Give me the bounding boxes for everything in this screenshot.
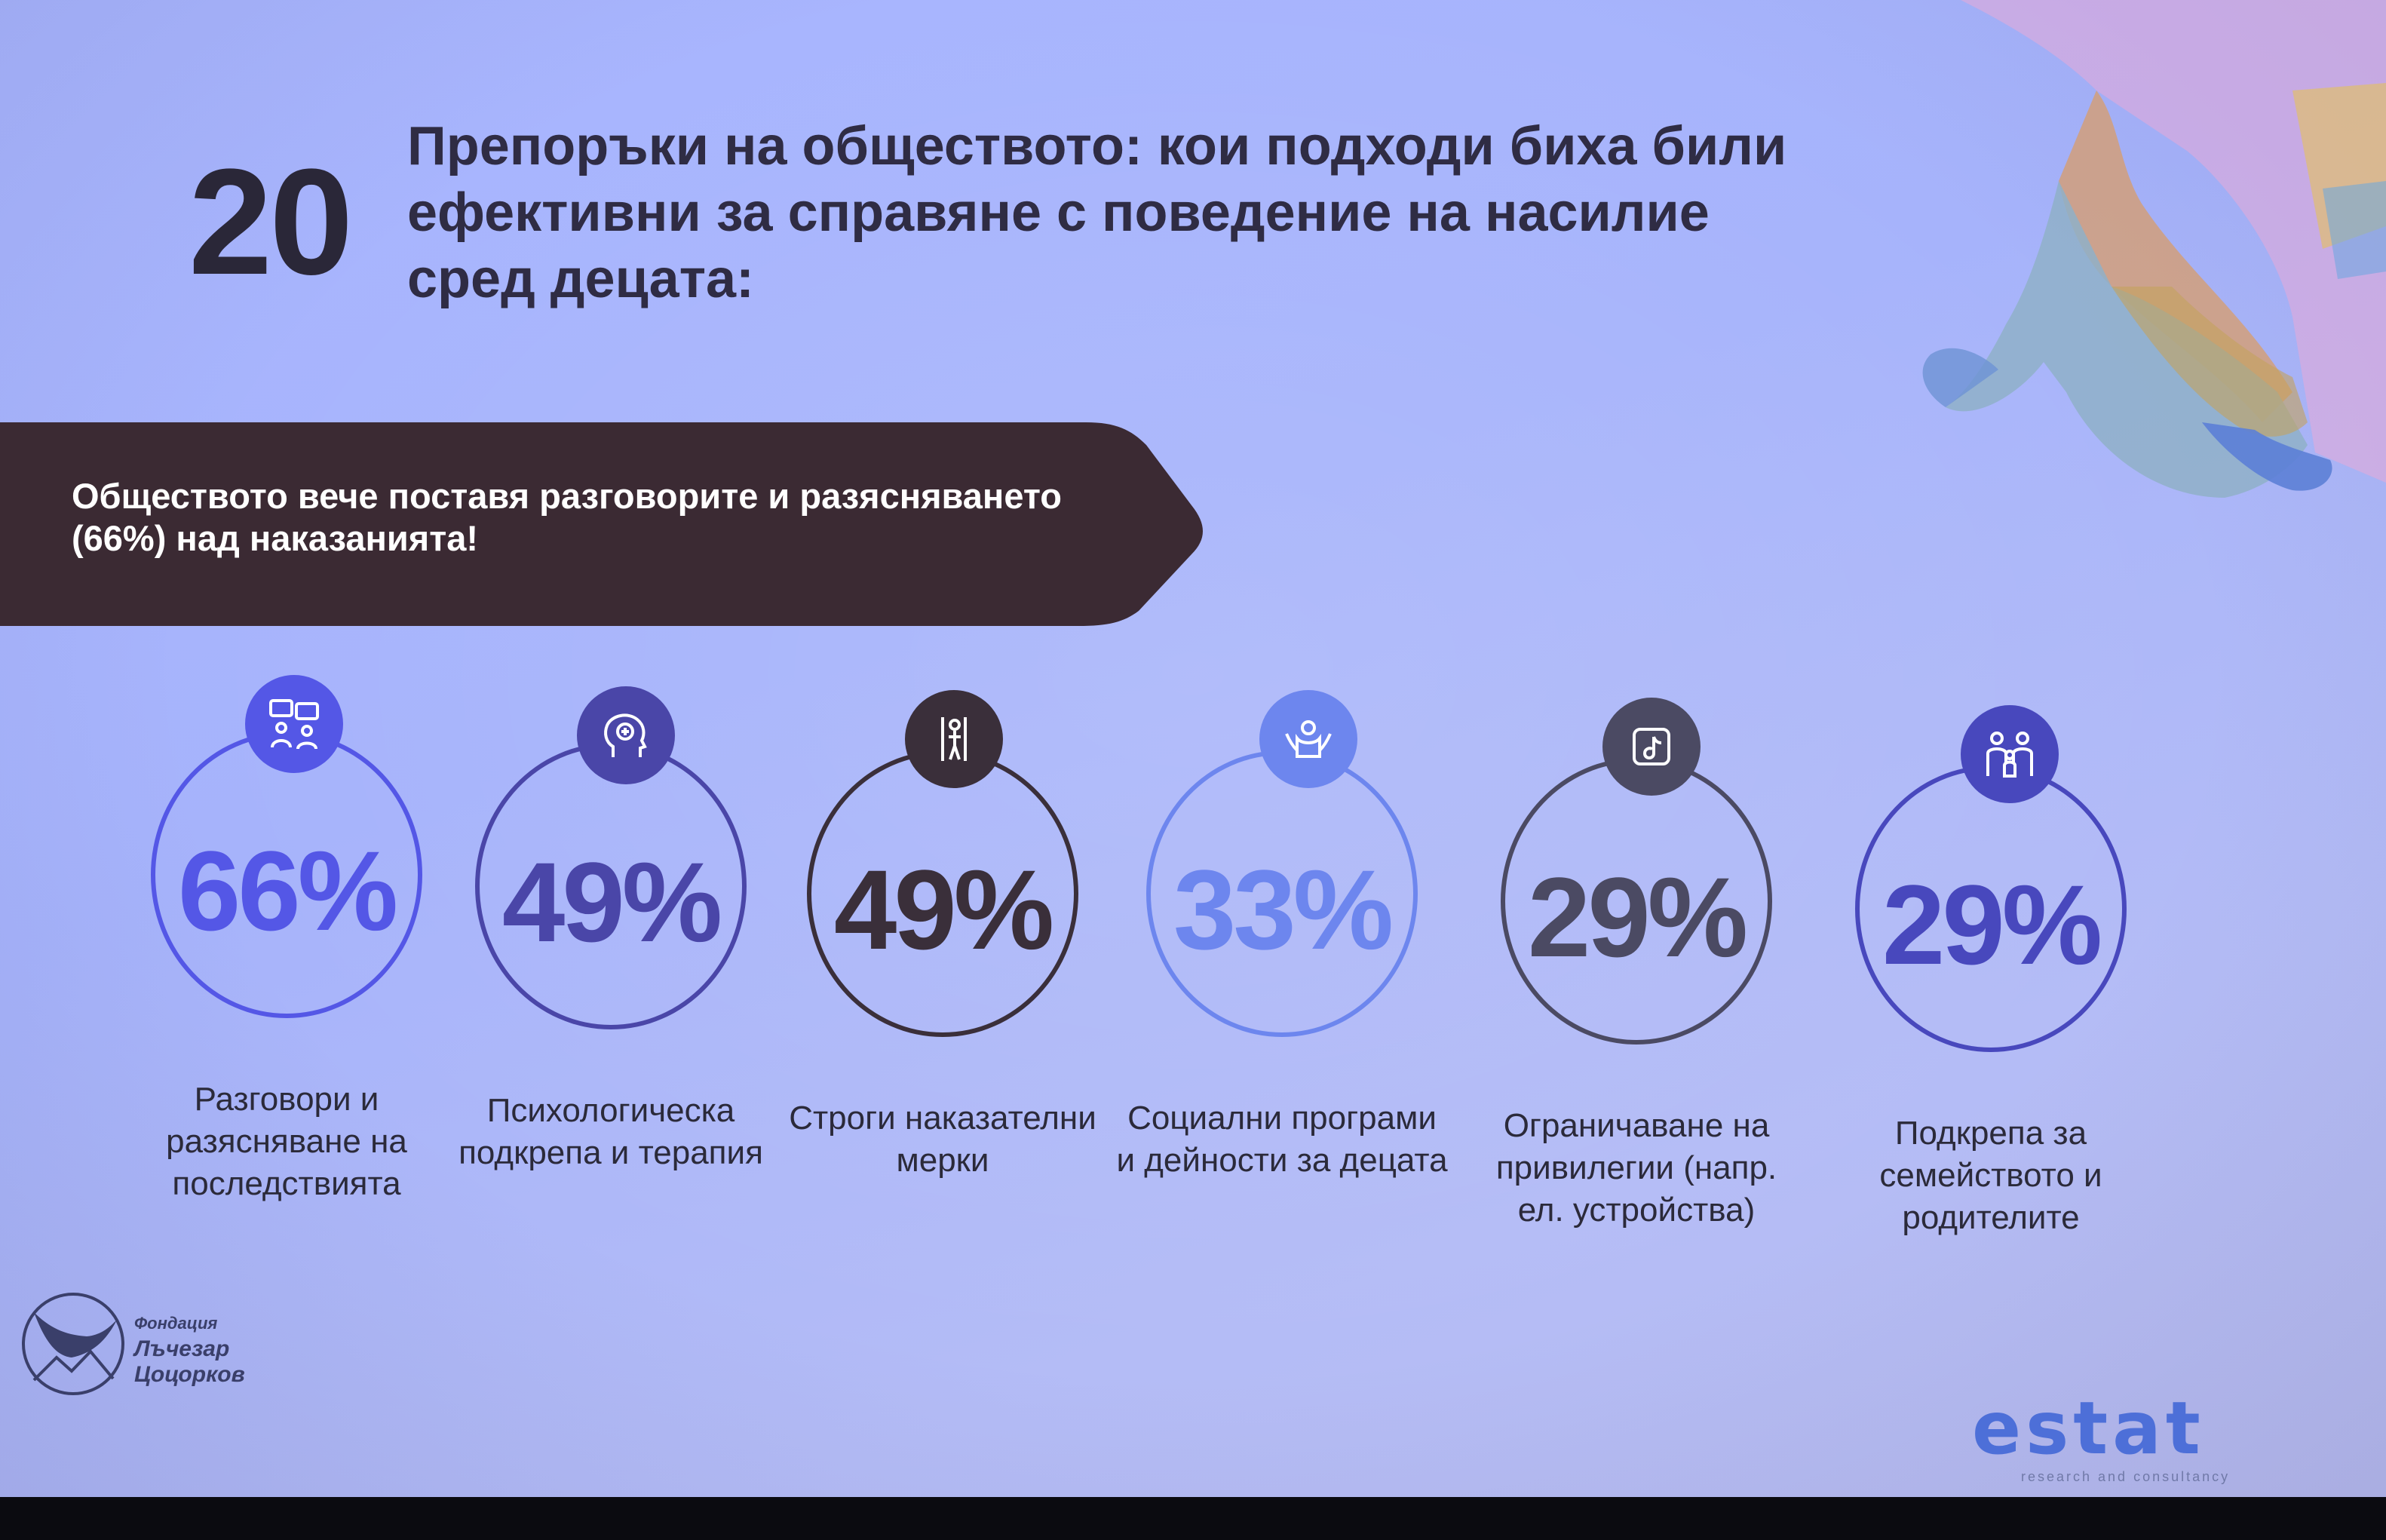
- slide-number: 20: [189, 138, 353, 306]
- foundation-line1: Фондация: [134, 1314, 218, 1333]
- stat-value: 66%: [177, 827, 398, 954]
- psychology-head-icon: [577, 686, 675, 784]
- stat-value: 49%: [833, 846, 1054, 973]
- child-care-icon: [1259, 690, 1357, 788]
- banner-text: Обществото вече поставя разговорите и ра…: [72, 476, 1062, 558]
- foundation-line2: Лъчезар: [134, 1336, 230, 1361]
- foundation-logo-text: Фондация Лъчезар Цоцорков: [134, 1311, 285, 1388]
- holding-hands-illustration: [1922, 0, 2386, 498]
- stat-value: 29%: [1527, 854, 1748, 980]
- projected-slide: 20 Препоръки на обществото: кои подходи …: [0, 0, 2386, 1497]
- tiktok-device-icon: [1602, 698, 1701, 796]
- estat-tagline: research and consultancy: [2021, 1469, 2231, 1484]
- stat-label: Разговори и разясняване на последствията: [166, 1081, 407, 1202]
- slide-title: Препоръки на обществото: кои подходи бих…: [407, 116, 1787, 309]
- foundation-logo-icon: [22, 1293, 124, 1395]
- stat-value: 29%: [1882, 861, 2102, 988]
- stat-label: Подкрепа за семейството и родителите: [1879, 1115, 2102, 1236]
- stat-label: Психологическа подкрепа и терапия: [458, 1092, 763, 1171]
- stat-label: Строги наказателни мерки: [789, 1100, 1096, 1179]
- estat-logo: estat: [1972, 1386, 2205, 1471]
- family-icon: [1961, 705, 2059, 803]
- highlight-banner: [0, 422, 1203, 626]
- stat-value: 33%: [1173, 846, 1394, 973]
- stat-label: Социални програми и дейности за децата: [1116, 1100, 1448, 1179]
- foundation-line3: Цоцорков: [134, 1362, 245, 1387]
- prisoner-bars-icon: [905, 690, 1003, 788]
- stat-label: Ограничаване на привилегии (напр. ел. ус…: [1495, 1107, 1777, 1229]
- stat-value: 49%: [501, 839, 722, 965]
- conversation-icon: [245, 675, 343, 773]
